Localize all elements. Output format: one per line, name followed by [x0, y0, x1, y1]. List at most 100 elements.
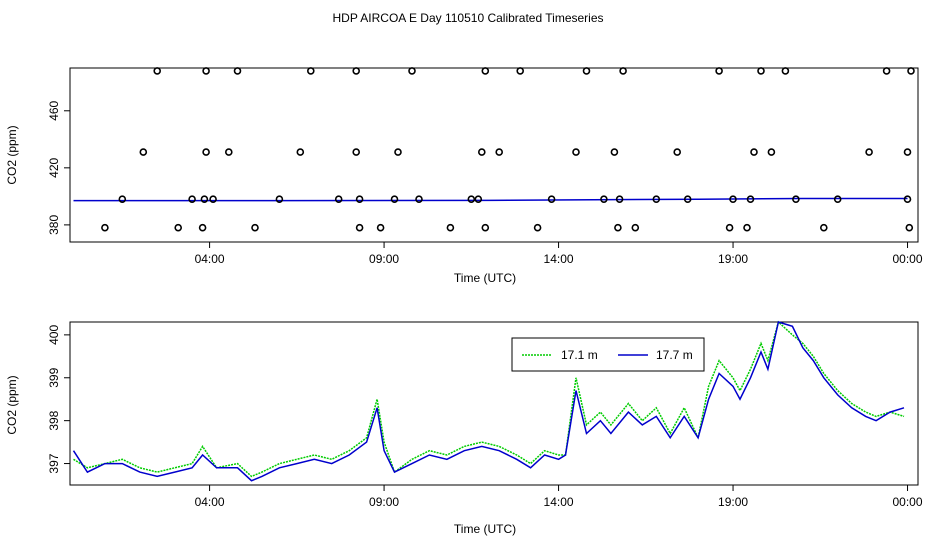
top-panel: 04:00 09:00 14:00 19:00 00:00 380 420 460 Time… [5, 67, 923, 285]
x-tick-label: 14:00 [544, 495, 574, 509]
scatter-point [251, 223, 259, 232]
scatter-point [746, 195, 755, 203]
scatter-point [673, 148, 682, 156]
scatter-point [882, 67, 891, 75]
scatter-point [619, 67, 627, 75]
scatter-point [390, 195, 399, 203]
scatter-point [833, 195, 842, 203]
x-tick-label: 09:00 [369, 495, 399, 509]
top-plot-frame [69, 67, 919, 243]
scatter-point [907, 67, 915, 75]
scatter-point [153, 67, 161, 75]
bottom-y-axis-label: CO2 (ppm) [5, 375, 19, 434]
y-tick-label: 398 [47, 410, 61, 430]
x-tick-label: 14:00 [544, 252, 574, 266]
scatter-point [757, 67, 765, 75]
series-line-17-1m [73, 320, 905, 478]
scatter-point [683, 195, 692, 203]
scatter-point [481, 223, 490, 232]
bottom-x-axis-label: Time (UTC) [454, 522, 516, 536]
scatter-point [118, 195, 127, 203]
scatter-point [394, 148, 402, 156]
bottom-panel: 04:00 09:00 14:00 19:00 00:00 397 398 399 400 T… [5, 320, 923, 536]
scatter-point [729, 195, 737, 203]
y-tick-label: 420 [47, 158, 61, 178]
top-y-axis-label: CO2 (ppm) [5, 125, 19, 184]
scatter-point [516, 67, 525, 75]
x-tick-label: 04:00 [195, 252, 225, 266]
y-tick-label: 399 [47, 367, 61, 387]
scatter-point [202, 67, 210, 75]
top-reference-line [73, 197, 908, 202]
scatter-point [743, 223, 751, 232]
scatter-point [750, 148, 758, 156]
scatter-point [533, 223, 542, 232]
scatter-point [600, 195, 608, 203]
top-y-axis: 380 420 460 [47, 100, 70, 235]
y-tick-label: 380 [47, 215, 61, 235]
x-tick-label: 00:00 [893, 252, 923, 266]
x-tick-label: 19:00 [718, 495, 748, 509]
chart-title: HDP AIRCOA E Day 110510 Calibrated Times… [332, 11, 603, 25]
x-tick-label: 19:00 [718, 252, 748, 266]
series-line-17-7m [72, 321, 905, 482]
scatter-point [101, 223, 109, 232]
scatter-point [352, 148, 361, 156]
y-tick-label: 400 [47, 325, 61, 345]
scatter-point [715, 67, 723, 75]
x-tick-label: 04:00 [195, 495, 225, 509]
legend: 17.1 m 17.7 m [511, 337, 705, 372]
scatter-point [352, 67, 361, 75]
x-tick-label: 09:00 [369, 252, 399, 266]
scatter-point [819, 223, 828, 232]
scatter-point [495, 148, 504, 156]
scatter-point [903, 195, 912, 203]
scatter-point [615, 195, 624, 203]
scatter-point [415, 195, 423, 203]
scatter-point [355, 223, 364, 232]
scatter-point [903, 148, 912, 156]
scatter-point [275, 195, 284, 203]
scatter-point [233, 67, 242, 75]
bottom-plot-frame [69, 321, 919, 486]
scatter-point [767, 148, 776, 156]
scatter-point [174, 223, 182, 232]
legend-label-17-1m: 17.1 m [561, 348, 598, 362]
scatter-point [610, 148, 619, 156]
scatter-point [467, 195, 476, 203]
top-x-axis-label: Time (UTC) [454, 271, 516, 285]
scatter-point [547, 195, 556, 203]
scatter-point [614, 223, 622, 232]
scatter-point [725, 223, 734, 232]
scatter-point [296, 148, 305, 156]
scatter-point [225, 148, 233, 156]
y-tick-label: 397 [47, 453, 61, 473]
legend-label-17-7m: 17.7 m [656, 348, 693, 362]
scatter-point [334, 195, 343, 203]
scatter-point [306, 67, 315, 75]
bottom-x-axis: 04:00 09:00 14:00 19:00 00:00 [195, 485, 923, 509]
scatter-point [582, 67, 591, 75]
scatter-point [202, 148, 210, 156]
scatter-point [139, 148, 148, 156]
y-tick-label: 460 [47, 100, 61, 120]
bottom-y-axis: 397 398 399 400 [47, 325, 70, 474]
scatter-point [865, 148, 873, 156]
scatter-point [209, 195, 217, 203]
x-tick-label: 00:00 [893, 495, 923, 509]
scatter-point [477, 148, 486, 156]
scatter-point [905, 223, 914, 232]
scatter-point [781, 67, 790, 75]
scatter-point [188, 195, 196, 203]
scatter-point [572, 148, 580, 156]
top-x-axis: 04:00 09:00 14:00 19:00 00:00 [195, 242, 923, 266]
scatter-point [446, 223, 455, 232]
scatter-point [652, 195, 661, 203]
scatter-point [355, 195, 364, 203]
scatter-point [631, 223, 640, 232]
scatter-point [474, 195, 483, 203]
scatter-point [408, 67, 416, 75]
scatter-point [376, 223, 385, 232]
scatter-point [198, 223, 207, 232]
